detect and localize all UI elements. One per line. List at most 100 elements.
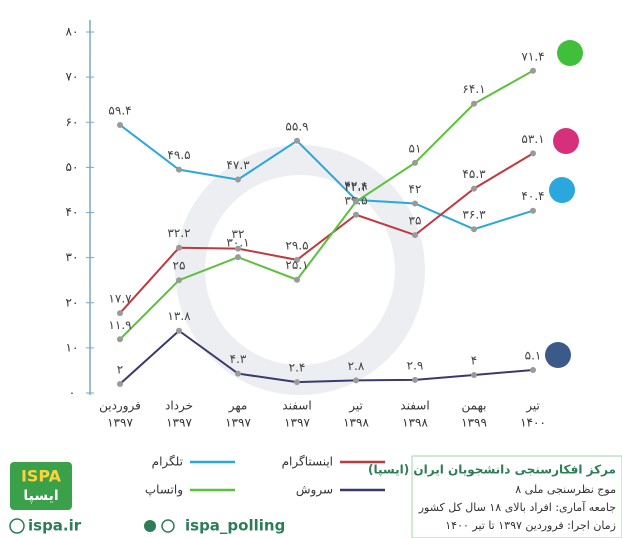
legend-label: اینستاگرام bbox=[282, 455, 333, 470]
instagram-icon bbox=[553, 128, 579, 154]
data-label: ۵۳.۱ bbox=[521, 132, 544, 146]
data-label: ۴۷.۳ bbox=[226, 158, 250, 172]
data-label: ۷۱.۴ bbox=[521, 49, 544, 63]
legend-label: سروش bbox=[296, 483, 333, 498]
data-label: ۴۹.۵ bbox=[167, 148, 190, 162]
x-tick-label: مهر bbox=[228, 399, 248, 414]
data-label: ۴.۳ bbox=[230, 352, 247, 366]
data-point bbox=[353, 377, 359, 383]
data-label: ۴۲.۴ bbox=[344, 180, 367, 194]
data-label: ۲۹.۵ bbox=[285, 238, 308, 252]
y-tick-label: ۶۰ bbox=[66, 115, 79, 129]
logo-text: ایسپا bbox=[23, 488, 58, 504]
source-title: مرکز افکارسنجی دانشجویان ایران (ایسپا) bbox=[368, 463, 616, 478]
x-tick-label: ۱۳۹۷ bbox=[107, 416, 133, 430]
x-tick-label: تیر bbox=[348, 399, 363, 414]
y-tick-label: ۱۰ bbox=[66, 340, 79, 354]
chart: مرکز افکارسنجی دانشجویان ایران (ایسپا) ۸… bbox=[0, 0, 622, 538]
data-point bbox=[117, 381, 123, 387]
x-tick-label: ۱۳۹۹ bbox=[461, 416, 487, 430]
whatsapp-icon bbox=[557, 40, 583, 66]
telegram-icon bbox=[549, 177, 575, 203]
data-point bbox=[530, 208, 536, 214]
source-line: زمان اجرا: فروردین ۱۳۹۷ تا تیر ۱۴۰۰ bbox=[445, 519, 616, 532]
data-label: ۵۱ bbox=[409, 141, 422, 155]
x-tick-label: خرداد bbox=[165, 399, 193, 414]
data-point bbox=[235, 254, 241, 260]
y-tick-label: ۴۰ bbox=[66, 205, 79, 219]
x-tick-label: ۱۳۹۷ bbox=[225, 416, 251, 430]
legend-label: واتساپ bbox=[145, 483, 183, 498]
data-label: ۲.۹ bbox=[407, 358, 424, 372]
data-point bbox=[412, 200, 418, 206]
data-point bbox=[117, 310, 123, 316]
legend-label: تلگرام bbox=[152, 455, 183, 470]
data-point bbox=[530, 150, 536, 156]
data-point bbox=[294, 277, 300, 283]
data-point bbox=[176, 277, 182, 283]
data-label: ۲.۴ bbox=[289, 361, 306, 375]
data-label: ۳۰.۱ bbox=[226, 236, 249, 250]
data-point bbox=[235, 177, 241, 183]
x-tick-label: ۱۳۹۸ bbox=[343, 416, 369, 430]
data-label: ۶۴.۱ bbox=[462, 82, 485, 96]
data-point bbox=[176, 245, 182, 251]
x-tick-label: فروردین bbox=[99, 399, 141, 414]
x-tick-label: ۱۳۹۸ bbox=[402, 416, 428, 430]
data-label: ۳۶.۳ bbox=[462, 208, 486, 222]
data-point bbox=[471, 372, 477, 378]
data-label: ۳۲.۲ bbox=[167, 226, 190, 240]
x-tick-label: اسفند bbox=[400, 399, 429, 413]
data-point bbox=[471, 101, 477, 107]
data-point bbox=[412, 232, 418, 238]
data-point bbox=[471, 226, 477, 232]
data-label: ۲.۸ bbox=[348, 359, 365, 373]
data-point bbox=[530, 367, 536, 373]
data-point bbox=[294, 379, 300, 385]
y-tick-label: ۲۰ bbox=[66, 295, 79, 309]
source-line: جامعه آماری: افراد بالای ۱۸ سال کل کشور bbox=[418, 500, 616, 514]
data-label: ۴ bbox=[471, 353, 477, 367]
data-label: ۴۲ bbox=[409, 182, 422, 196]
data-label: ۵۵.۹ bbox=[285, 119, 308, 133]
data-point bbox=[235, 371, 241, 377]
logo-text: ISPA bbox=[21, 467, 62, 486]
data-label: ۱۷.۷ bbox=[108, 292, 132, 306]
data-point bbox=[294, 138, 300, 144]
x-tick-label: ۱۳۹۷ bbox=[166, 416, 192, 430]
data-label: ۳۵ bbox=[409, 214, 422, 228]
data-label: ۵۹.۴ bbox=[108, 103, 131, 117]
soroush-icon bbox=[545, 342, 571, 368]
data-point bbox=[412, 160, 418, 166]
y-tick-label: ۰ bbox=[69, 386, 75, 400]
data-label: ۲۵ bbox=[173, 259, 186, 273]
y-tick-label: ۸۰ bbox=[66, 25, 79, 39]
y-tick-label: ۷۰ bbox=[66, 70, 79, 84]
data-point bbox=[530, 68, 536, 74]
social-icon bbox=[144, 520, 156, 532]
data-point bbox=[353, 212, 359, 218]
data-label: ۴۵.۳ bbox=[462, 167, 486, 181]
data-point bbox=[412, 377, 418, 383]
x-tick-label: ۱۴۰۰ bbox=[520, 416, 546, 430]
data-label: ۲۵.۱ bbox=[285, 258, 308, 272]
data-point bbox=[353, 199, 359, 205]
data-label: ۴۰.۴ bbox=[521, 189, 544, 203]
handle: ispa_polling bbox=[185, 517, 285, 535]
data-point bbox=[471, 186, 477, 192]
y-tick-label: ۵۰ bbox=[66, 160, 79, 174]
data-point bbox=[176, 167, 182, 173]
data-point bbox=[176, 328, 182, 334]
y-tick-label: ۳۰ bbox=[66, 250, 79, 264]
data-label: ۱۳.۸ bbox=[167, 309, 191, 323]
x-tick-label: بهمن bbox=[462, 399, 487, 414]
data-label: ۵.۱ bbox=[525, 348, 542, 362]
data-label: ۲ bbox=[117, 362, 123, 376]
data-point bbox=[117, 336, 123, 342]
website: ispa.ir bbox=[28, 517, 82, 535]
source-line: ۸ موج نظرسنجی ملی bbox=[515, 483, 616, 496]
data-point bbox=[117, 122, 123, 128]
x-tick-label: ۱۳۹۷ bbox=[284, 416, 310, 430]
x-tick-label: اسفند bbox=[282, 399, 311, 413]
data-label: ۱۱.۹ bbox=[108, 318, 131, 332]
